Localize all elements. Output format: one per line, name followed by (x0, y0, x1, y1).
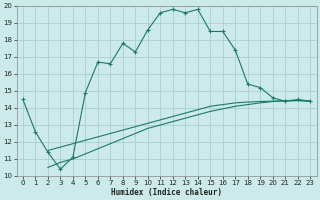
X-axis label: Humidex (Indice chaleur): Humidex (Indice chaleur) (111, 188, 222, 197)
